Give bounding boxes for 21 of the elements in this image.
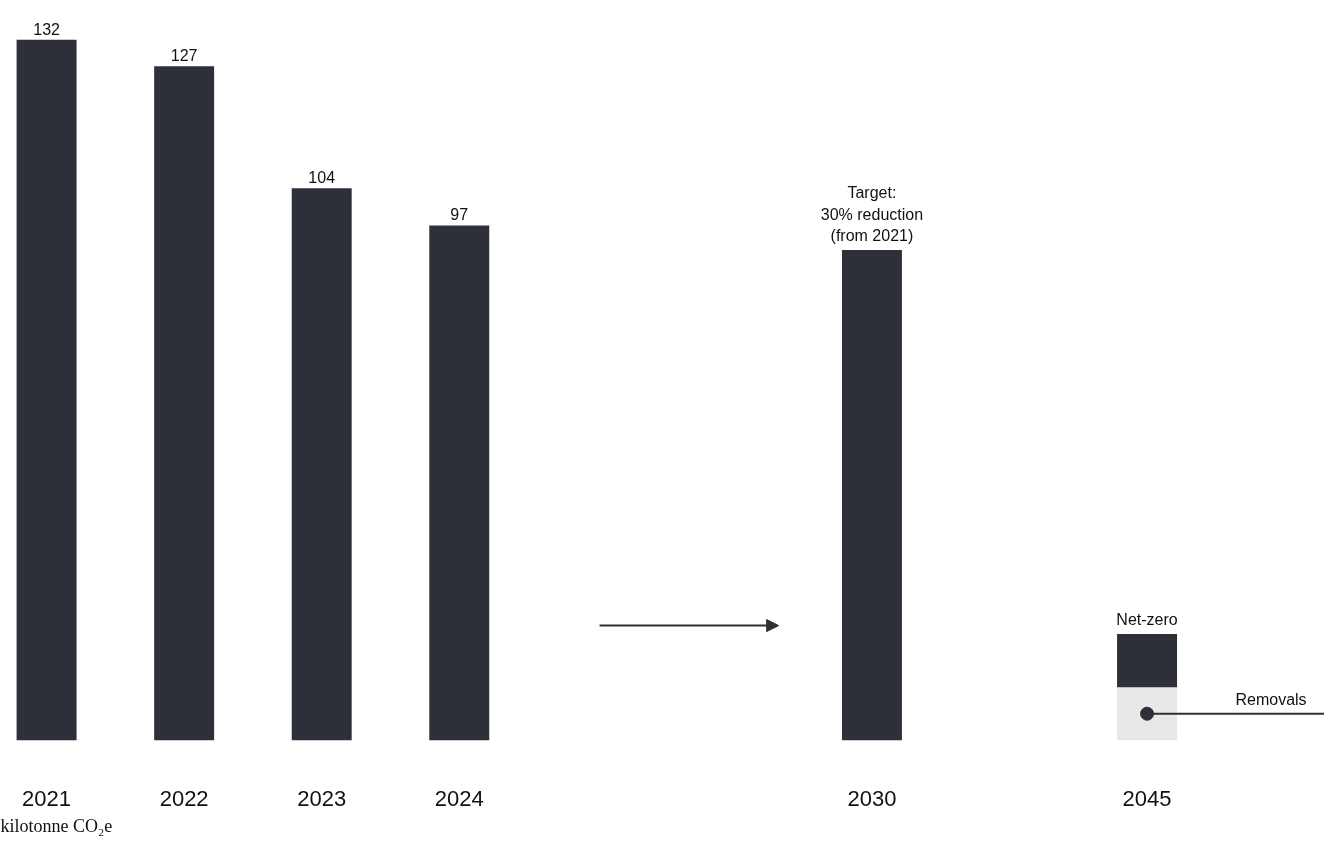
bar xyxy=(291,188,352,741)
x-tick-label: 2023 xyxy=(297,785,347,811)
bar xyxy=(429,225,490,741)
bar xyxy=(841,249,902,741)
data-label: 97 xyxy=(450,206,469,224)
x-tick-label: 2024 xyxy=(434,785,484,811)
annotation: Net-zero xyxy=(1116,611,1178,629)
bar xyxy=(16,39,77,741)
data-label: 127 xyxy=(170,47,198,65)
data-label: 104 xyxy=(308,169,336,187)
bar xyxy=(1117,634,1178,688)
x-tick-label: 2030 xyxy=(847,785,897,811)
bar xyxy=(154,66,215,741)
annotation: Target: 30% reduction (from 2021) xyxy=(820,184,924,244)
x-tick-label: 2045 xyxy=(1122,785,1172,811)
x-tick-label: 2022 xyxy=(159,785,209,811)
x-tick-label: 2021 xyxy=(22,785,72,811)
data-label: 132 xyxy=(33,20,61,38)
text: kilotonne CO₂e xyxy=(0,815,113,836)
text: Removals xyxy=(1235,690,1307,708)
bar xyxy=(1117,687,1178,741)
